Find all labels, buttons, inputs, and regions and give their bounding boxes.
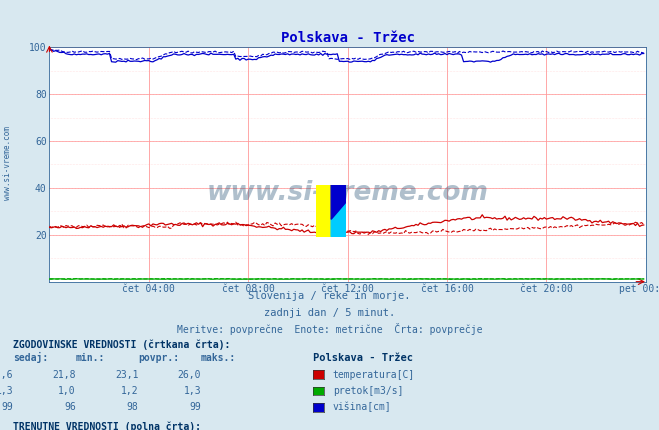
Text: zadnji dan / 5 minut.: zadnji dan / 5 minut. bbox=[264, 308, 395, 318]
Text: TRENUTNE VREDNOSTI (polna črta):: TRENUTNE VREDNOSTI (polna črta): bbox=[13, 421, 201, 430]
Text: 23,1: 23,1 bbox=[115, 369, 138, 380]
Text: 99: 99 bbox=[189, 402, 201, 412]
Text: www.si-vreme.com: www.si-vreme.com bbox=[3, 126, 13, 200]
Text: 98: 98 bbox=[127, 402, 138, 412]
Text: Slovenija / reke in morje.: Slovenija / reke in morje. bbox=[248, 291, 411, 301]
Text: 22,6: 22,6 bbox=[0, 369, 13, 380]
Text: 1,0: 1,0 bbox=[58, 386, 76, 396]
Polygon shape bbox=[331, 202, 346, 237]
Text: Meritve: povprečne  Enote: metrične  Črta: povprečje: Meritve: povprečne Enote: metrične Črta:… bbox=[177, 323, 482, 335]
Text: 99: 99 bbox=[1, 402, 13, 412]
Text: 1,2: 1,2 bbox=[121, 386, 138, 396]
Text: Polskava - Tržec: Polskava - Tržec bbox=[313, 353, 413, 363]
Text: www.si-vreme.com: www.si-vreme.com bbox=[207, 180, 488, 206]
Text: pretok[m3/s]: pretok[m3/s] bbox=[333, 386, 403, 396]
Text: temperatura[C]: temperatura[C] bbox=[333, 369, 415, 380]
Text: 1,3: 1,3 bbox=[0, 386, 13, 396]
Text: ZGODOVINSKE VREDNOSTI (črtkana črta):: ZGODOVINSKE VREDNOSTI (črtkana črta): bbox=[13, 340, 231, 350]
Text: min.:: min.: bbox=[76, 353, 105, 363]
Text: 1,3: 1,3 bbox=[183, 386, 201, 396]
Polygon shape bbox=[316, 185, 331, 237]
Text: povpr.:: povpr.: bbox=[138, 353, 179, 363]
Text: 21,8: 21,8 bbox=[52, 369, 76, 380]
Text: višina[cm]: višina[cm] bbox=[333, 402, 391, 412]
Polygon shape bbox=[331, 185, 346, 219]
Text: sedaj:: sedaj: bbox=[13, 352, 48, 363]
Text: 96: 96 bbox=[64, 402, 76, 412]
Text: 26,0: 26,0 bbox=[177, 369, 201, 380]
Title: Polskava - Tržec: Polskava - Tržec bbox=[281, 31, 415, 45]
Text: maks.:: maks.: bbox=[201, 353, 236, 363]
